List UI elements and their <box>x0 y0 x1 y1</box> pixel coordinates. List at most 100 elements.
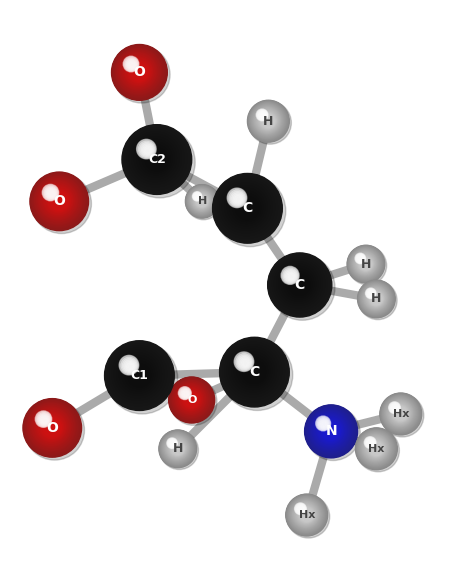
Circle shape <box>215 176 278 239</box>
Circle shape <box>356 428 397 470</box>
Circle shape <box>128 131 183 186</box>
Circle shape <box>41 183 75 217</box>
Circle shape <box>121 357 155 392</box>
Circle shape <box>366 438 385 458</box>
Circle shape <box>160 431 195 466</box>
Circle shape <box>284 269 297 283</box>
Circle shape <box>349 247 382 280</box>
Circle shape <box>114 47 164 97</box>
Circle shape <box>123 359 154 390</box>
Circle shape <box>369 292 383 306</box>
Circle shape <box>299 507 314 523</box>
Circle shape <box>229 190 263 224</box>
Circle shape <box>126 362 152 388</box>
Circle shape <box>257 110 267 120</box>
Circle shape <box>119 52 157 91</box>
Circle shape <box>189 188 214 213</box>
Circle shape <box>359 281 397 320</box>
Circle shape <box>276 261 320 306</box>
Circle shape <box>235 196 259 220</box>
Circle shape <box>188 187 216 215</box>
Circle shape <box>117 50 160 93</box>
Circle shape <box>187 186 216 215</box>
Circle shape <box>32 174 91 234</box>
Circle shape <box>349 247 382 280</box>
Circle shape <box>30 172 89 231</box>
Circle shape <box>224 185 268 229</box>
Circle shape <box>113 349 163 399</box>
Circle shape <box>130 63 134 67</box>
Circle shape <box>357 430 394 467</box>
Circle shape <box>318 418 329 429</box>
Circle shape <box>110 346 166 403</box>
Circle shape <box>256 109 268 121</box>
Circle shape <box>243 361 265 383</box>
Circle shape <box>181 389 201 409</box>
Circle shape <box>183 392 188 396</box>
Circle shape <box>228 188 264 226</box>
Circle shape <box>301 509 313 522</box>
Circle shape <box>125 361 153 389</box>
Circle shape <box>317 417 330 430</box>
Circle shape <box>49 192 54 196</box>
Circle shape <box>43 418 46 422</box>
Circle shape <box>196 196 208 207</box>
Circle shape <box>176 385 205 413</box>
Circle shape <box>356 254 365 263</box>
Circle shape <box>31 407 71 446</box>
Circle shape <box>271 256 327 312</box>
Circle shape <box>361 284 390 312</box>
Circle shape <box>241 359 249 367</box>
Circle shape <box>255 108 280 132</box>
Circle shape <box>177 385 205 413</box>
Circle shape <box>35 177 82 224</box>
Circle shape <box>383 396 418 431</box>
Circle shape <box>297 505 315 524</box>
Circle shape <box>364 436 388 460</box>
Circle shape <box>307 407 355 455</box>
Circle shape <box>354 253 376 274</box>
Circle shape <box>288 496 325 533</box>
Circle shape <box>317 418 343 443</box>
Circle shape <box>279 264 318 303</box>
Circle shape <box>369 292 374 296</box>
Circle shape <box>369 442 373 445</box>
Circle shape <box>362 434 389 462</box>
Circle shape <box>36 178 81 223</box>
Circle shape <box>191 190 211 211</box>
Circle shape <box>134 136 177 180</box>
Circle shape <box>320 421 341 441</box>
Circle shape <box>124 58 138 71</box>
Circle shape <box>356 254 375 273</box>
Circle shape <box>249 102 286 139</box>
Text: H: H <box>173 442 183 455</box>
Circle shape <box>351 249 380 278</box>
Circle shape <box>352 250 378 276</box>
Circle shape <box>23 398 82 457</box>
Circle shape <box>221 339 286 404</box>
Circle shape <box>107 343 178 414</box>
Circle shape <box>174 383 207 415</box>
Circle shape <box>125 128 187 189</box>
Circle shape <box>361 433 390 462</box>
Circle shape <box>366 438 375 447</box>
Circle shape <box>360 283 391 314</box>
Circle shape <box>236 353 253 370</box>
Circle shape <box>367 439 374 446</box>
Circle shape <box>124 127 195 198</box>
Circle shape <box>358 280 395 317</box>
Text: C: C <box>249 365 260 379</box>
Circle shape <box>250 103 286 139</box>
Circle shape <box>139 142 154 157</box>
Circle shape <box>364 286 387 310</box>
Circle shape <box>364 286 388 310</box>
Circle shape <box>242 360 266 384</box>
Circle shape <box>296 504 316 524</box>
Circle shape <box>146 149 149 152</box>
Circle shape <box>249 102 287 140</box>
Circle shape <box>121 357 138 374</box>
Circle shape <box>232 193 261 222</box>
Circle shape <box>190 189 213 212</box>
Circle shape <box>27 402 76 451</box>
Circle shape <box>44 186 58 200</box>
